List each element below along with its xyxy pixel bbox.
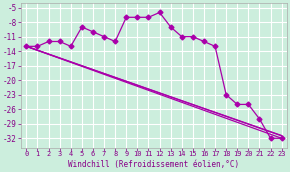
X-axis label: Windchill (Refroidissement éolien,°C): Windchill (Refroidissement éolien,°C) <box>68 160 240 169</box>
